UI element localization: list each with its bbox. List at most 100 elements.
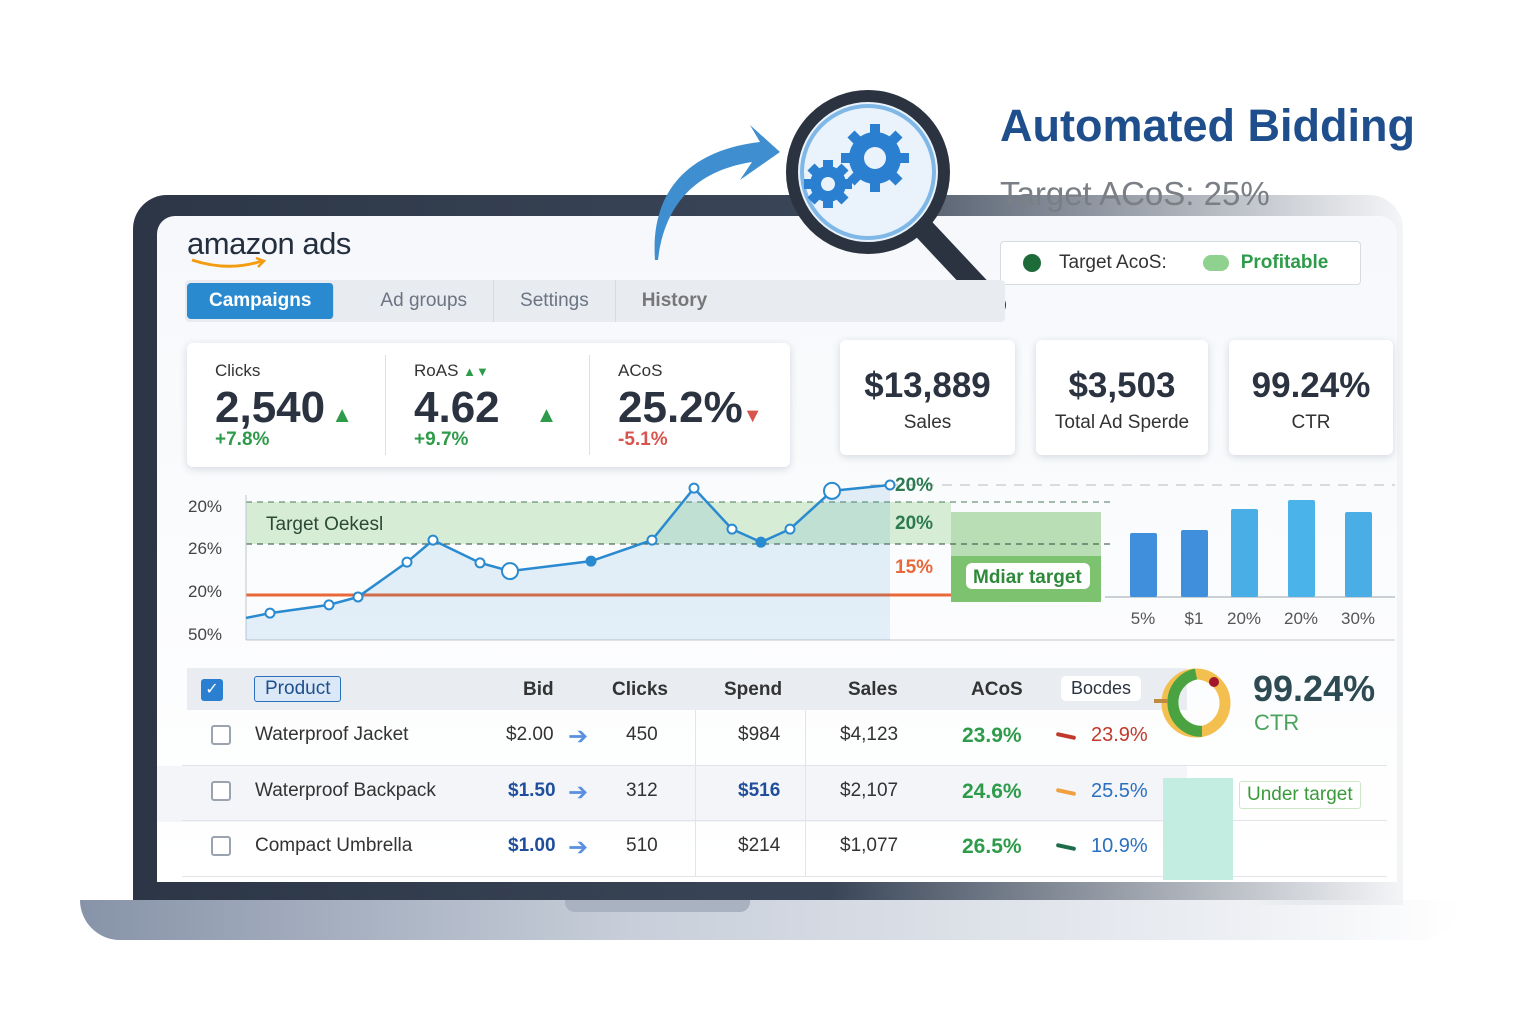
header-acos[interactable]: ACoS [971,679,1023,700]
target-tag-label: Mdiar target [973,567,1082,588]
arrow-right-icon: ➔ [568,779,589,806]
line-point [726,523,738,535]
amazon-ads-logo: amazon ads [187,226,351,261]
sort-icon: ▲▼ [463,364,489,379]
under-target-bar [1163,778,1233,880]
clicks-value: 510 [626,835,658,856]
bid-value[interactable]: $1.00 [508,835,556,856]
line-point [823,481,841,500]
y-tick-label: 20% [188,582,222,601]
laptop-base [80,900,1460,940]
acos-value: 23.9% [962,724,1022,747]
bar [1181,530,1208,597]
target-band [246,502,951,544]
kpi-clicks: Clicks 2,540 ▲ +7.8% [187,343,353,467]
acos-value: 26.5% [962,835,1022,858]
header-sales[interactable]: Sales [848,679,898,700]
band-label: Target Oekesl [266,514,383,535]
line-label: 20% [895,475,933,496]
line-point [646,534,658,546]
line-point [755,536,767,548]
hero-title: Automated Bidding [1000,100,1415,151]
arrow-up-icon: ▲ [535,402,558,427]
bid-value[interactable]: $2.00 [506,724,554,745]
kpi-label: RoAS [414,361,459,380]
summary-value: $3,503 [1068,366,1176,405]
summary-label: Total Ad Sperde [1054,412,1190,433]
tab-bar: Campaigns Ad groups Settings History [185,280,1005,322]
bar-label: 5% [1131,609,1156,628]
kpi-label: Clicks [215,361,261,380]
summary-sales: $13,889 Sales [840,340,1015,455]
header-product[interactable]: Product [254,676,342,702]
arrow-right-icon: ➔ [568,723,589,750]
kpi-change: -5.1% [618,429,668,450]
laptop-notch [565,900,750,912]
header-spend[interactable]: Spend [724,679,783,700]
tab-history[interactable]: History [641,290,708,311]
line-point [585,555,597,567]
acos-trend-value: 23.9% [1091,724,1148,746]
kpi-acos: ACoS 25.2%▼ -5.1% [590,343,763,467]
summary-value: 99.24% [1251,366,1371,405]
bar-label: 20% [1284,609,1318,628]
arrow-up-icon: ▲ [325,402,353,427]
ctr-label: CTR [1254,710,1300,735]
summary-ctr: 99.24% CTR [1229,340,1393,455]
select-all-checkbox[interactable]: ✓ [201,679,223,701]
legend: Target AcoS: Profitable [1000,241,1361,285]
header-clicks[interactable]: Clicks [612,679,668,700]
header-bid[interactable]: Bid [523,679,554,700]
arrow-right-icon: ➔ [568,834,589,861]
hero-subtitle: Target ACoS: 25% [1000,175,1270,212]
line-point [501,562,519,581]
acos-trend-value: 10.9% [1091,835,1148,857]
kpi-change: +9.7% [414,429,469,450]
row-checkbox[interactable] [211,725,231,745]
acos-value: 24.6% [962,780,1022,803]
summary-label: CTR [1291,412,1331,433]
table-header [187,668,1187,710]
row-checkbox[interactable] [211,781,231,801]
acos-trend-value: 25.5% [1091,780,1148,802]
bar [1130,533,1157,597]
line-point [474,557,486,569]
y-tick-label: 26% [188,539,222,558]
kpi-value: 2,540 [215,383,326,432]
tab-settings[interactable]: Settings [494,280,616,322]
bar [1231,509,1258,597]
summary-value: $13,889 [864,366,991,405]
summary-label: Sales [903,412,952,433]
bar-label: 30% [1341,609,1375,628]
line-point [688,482,700,494]
y-tick-label: 20% [188,497,222,516]
arrow-down-icon: ▼ [742,405,763,427]
amazon-smile-icon [191,256,267,268]
spend-value: $516 [738,780,781,801]
line-point [784,523,796,535]
under-target-badge: Under target [1239,781,1361,809]
tab-campaigns[interactable]: Campaigns [187,283,335,319]
spend-value: $984 [738,724,781,745]
charts: 5% $1 20% 20% 30% 20% 26% 20% 50% Target Oek… [188,475,1395,644]
clicks-value: 450 [626,724,658,745]
sales-value: $4,123 [840,724,899,745]
kpi-roas: RoAS ▲▼ 4.62 ▲ +9.7% [386,343,557,467]
target-tag [966,563,1090,589]
line-label: 20% [895,513,933,534]
sales-value: $1,077 [840,835,899,856]
tab-ad-groups[interactable]: Ad groups [354,280,495,322]
bar [1288,500,1315,597]
kpi-change: +7.8% [215,429,270,450]
row-checkbox[interactable] [211,836,231,856]
dot-icon [1023,254,1041,272]
bid-value[interactable]: $1.50 [508,780,556,801]
product-name: Waterproof Jacket [255,724,409,745]
header-badges[interactable]: Bocdes [1061,676,1142,701]
kpi-card: Clicks 2,540 ▲ +7.8% RoAS ▲▼ 4.62 ▲ +9.7%… [187,343,790,467]
product-name: Compact Umbrella [255,835,413,856]
sales-value: $2,107 [840,780,899,801]
summary-ad-spend: $3,503 Total Ad Sperde [1036,340,1208,455]
line-label: 15% [895,557,933,578]
magnifier-gear-icon [654,90,1006,316]
